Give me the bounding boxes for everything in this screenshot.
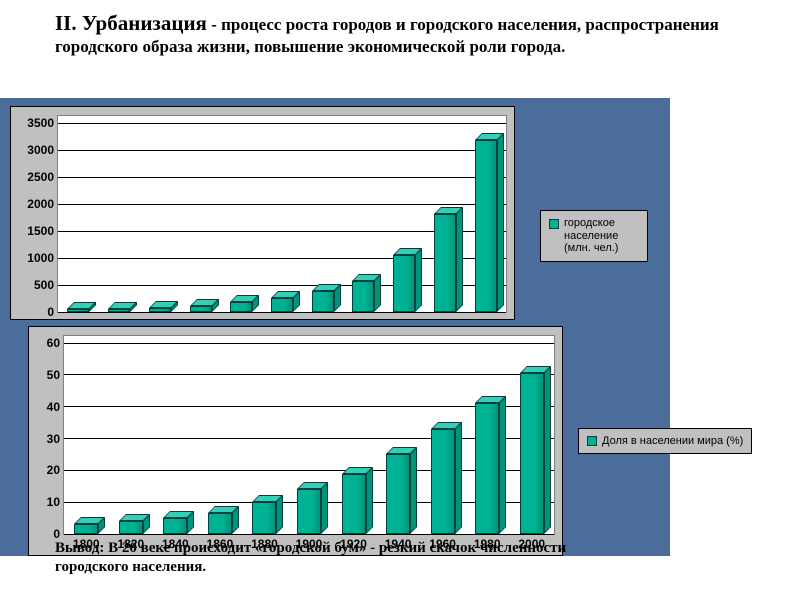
- chart-y-tick-label: 2000: [27, 197, 58, 211]
- chart-bar: [208, 506, 239, 534]
- chart-y-tick-label: 10: [47, 495, 64, 509]
- chart1-panel: 0 500 1000 1500 2000 2500 3000 3500: [10, 106, 515, 320]
- chart2-panel: 0102030405060180018201840186018801900192…: [28, 326, 563, 556]
- footer-text: городского населения.: [55, 558, 775, 577]
- footer-text-obscured: Вывод: В 20 веке происходит «городской б…: [55, 540, 775, 557]
- chart-gridline: [64, 374, 554, 375]
- chart-y-tick-label: 60: [47, 336, 64, 350]
- chart1-legend-label: городское население (млн. чел.): [564, 217, 639, 255]
- chart-bar: [475, 396, 506, 534]
- chart-y-tick-label: 500: [34, 278, 58, 292]
- chart-y-tick-label: 3000: [27, 143, 58, 157]
- chart-bar: [149, 301, 178, 312]
- chart2-plot-area: 0102030405060180018201840186018801900192…: [63, 335, 555, 535]
- chart-y-tick-label: 30: [47, 432, 64, 446]
- chart-bar: [108, 302, 137, 312]
- chart-bar: [297, 482, 328, 534]
- chart-bar: [342, 467, 373, 534]
- chart-y-tick-label: 1000: [27, 251, 58, 265]
- chart-gridline: [58, 123, 506, 124]
- chart-bar: [520, 366, 551, 534]
- chart-y-tick-label: 3500: [27, 116, 58, 130]
- chart2-legend-label: Доля в населении мира (%): [602, 435, 743, 447]
- chart2-legend-swatch: [587, 436, 597, 446]
- page-heading: II. Урбанизация - процесс роста городов …: [0, 0, 800, 64]
- chart-bar: [386, 447, 417, 534]
- chart-y-tick-label: 0: [47, 305, 58, 319]
- chart-bar: [190, 299, 219, 312]
- chart-bar: [352, 274, 381, 312]
- chart2-legend: Доля в населении мира (%): [578, 428, 752, 454]
- chart-gridline: [58, 177, 506, 178]
- chart-bar: [393, 248, 422, 312]
- chart-gridline: [58, 150, 506, 151]
- chart-gridline: [58, 204, 506, 205]
- chart-y-tick-label: 2500: [27, 170, 58, 184]
- chart-bar: [434, 207, 463, 312]
- chart-bar: [67, 302, 96, 312]
- chart-y-tick-label: 0: [53, 527, 64, 541]
- heading-prefix: II. Урбанизация: [55, 11, 207, 35]
- chart-bar: [252, 495, 283, 534]
- chart1-legend: городское население (млн. чел.): [540, 210, 648, 262]
- chart-y-tick-label: 40: [47, 400, 64, 414]
- chart-bar: [163, 511, 194, 534]
- chart-bar: [431, 422, 462, 534]
- chart-y-tick-label: 20: [47, 463, 64, 477]
- chart-bar: [74, 517, 105, 534]
- chart1-legend-swatch: [549, 219, 559, 229]
- chart-bar: [475, 133, 504, 312]
- chart-bar: [230, 295, 259, 312]
- chart-bar: [271, 291, 300, 312]
- chart-y-tick-label: 1500: [27, 224, 58, 238]
- chart-bar: [312, 284, 341, 312]
- chart-gridline: [64, 343, 554, 344]
- chart-y-tick-label: 50: [47, 368, 64, 382]
- chart-bar: [119, 514, 150, 534]
- chart1-plot-area: 0500100015002000250030003500: [57, 115, 507, 313]
